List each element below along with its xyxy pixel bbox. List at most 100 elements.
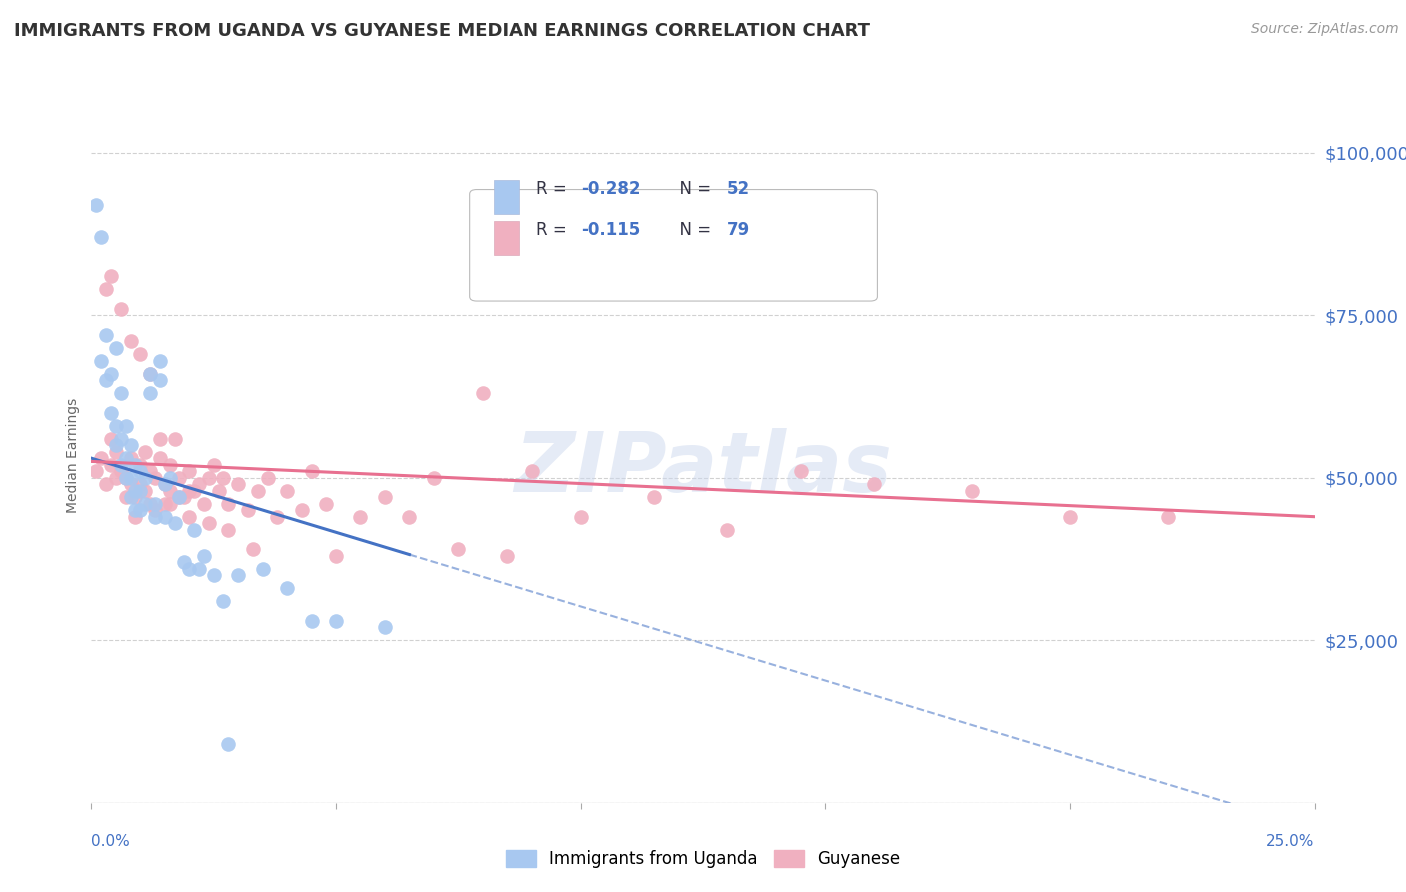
Point: [193, 549, 215, 563]
Text: ZIPatlas: ZIPatlas: [515, 428, 891, 509]
Point: [149, 373, 172, 387]
Legend: Immigrants from Uganda, Guyanese: Immigrants from Uganda, Guyanese: [499, 843, 907, 874]
Point: [120, 471, 142, 485]
Point: [90, 353, 112, 368]
Point: [643, 490, 665, 504]
Point: [471, 386, 494, 401]
Point: [217, 497, 239, 511]
Point: [139, 386, 162, 401]
Point: [325, 614, 347, 628]
Point: [90, 230, 112, 244]
Point: [159, 483, 181, 498]
Point: [100, 406, 122, 420]
Point: [143, 509, 166, 524]
Point: [1059, 509, 1081, 524]
Point: [114, 471, 136, 485]
Point: [129, 483, 152, 498]
Point: [212, 594, 235, 608]
Text: 52: 52: [727, 180, 749, 198]
Point: [266, 509, 288, 524]
Point: [790, 464, 813, 478]
Text: N =: N =: [669, 221, 717, 239]
Point: [129, 503, 152, 517]
Point: [104, 444, 127, 458]
Point: [960, 483, 983, 498]
Point: [149, 451, 172, 466]
Point: [110, 301, 132, 316]
Point: [198, 471, 221, 485]
Point: [447, 542, 470, 557]
Point: [569, 509, 592, 524]
Text: R =: R =: [536, 180, 572, 198]
Point: [84, 197, 107, 211]
Point: [124, 458, 146, 472]
Text: Source: ZipAtlas.com: Source: ZipAtlas.com: [1251, 22, 1399, 37]
Point: [153, 497, 176, 511]
Point: [169, 490, 191, 504]
Point: [104, 471, 127, 485]
Point: [183, 523, 205, 537]
Point: [159, 497, 181, 511]
Point: [188, 477, 211, 491]
Point: [143, 503, 166, 517]
Point: [94, 282, 117, 296]
Point: [134, 483, 156, 498]
Text: 79: 79: [727, 221, 751, 239]
Point: [100, 367, 122, 381]
Point: [374, 620, 396, 634]
Point: [179, 483, 201, 498]
Point: [120, 451, 142, 466]
Point: [139, 464, 162, 478]
Point: [226, 568, 249, 582]
Text: -0.282: -0.282: [581, 180, 640, 198]
Point: [129, 347, 152, 361]
Point: [120, 334, 142, 348]
Point: [212, 471, 235, 485]
Point: [496, 549, 519, 563]
Point: [120, 477, 142, 491]
Point: [149, 432, 172, 446]
Point: [217, 523, 239, 537]
Point: [139, 367, 162, 381]
Point: [188, 562, 211, 576]
Point: [100, 458, 122, 472]
Point: [139, 367, 162, 381]
Point: [193, 497, 215, 511]
Point: [134, 444, 156, 458]
Point: [520, 464, 543, 478]
Point: [1157, 509, 1180, 524]
Point: [129, 464, 152, 478]
Point: [94, 477, 117, 491]
Point: [94, 327, 117, 342]
Point: [207, 483, 229, 498]
Point: [202, 458, 225, 472]
Point: [129, 458, 152, 472]
Point: [301, 464, 323, 478]
Point: [114, 418, 136, 433]
Point: [202, 568, 225, 582]
Point: [179, 562, 201, 576]
Point: [124, 490, 146, 504]
Point: [110, 386, 132, 401]
Point: [104, 341, 127, 355]
Point: [153, 477, 176, 491]
Point: [124, 503, 146, 517]
Point: [110, 432, 132, 446]
Text: IMMIGRANTS FROM UGANDA VS GUYANESE MEDIAN EARNINGS CORRELATION CHART: IMMIGRANTS FROM UGANDA VS GUYANESE MEDIA…: [14, 22, 870, 40]
Point: [325, 549, 347, 563]
Point: [100, 432, 122, 446]
Point: [246, 483, 269, 498]
Point: [276, 483, 298, 498]
Point: [129, 477, 152, 491]
Point: [124, 483, 146, 498]
Point: [242, 542, 264, 557]
Point: [84, 464, 107, 478]
Point: [159, 458, 181, 472]
Point: [236, 503, 259, 517]
Point: [104, 438, 127, 452]
Point: [110, 464, 132, 478]
Point: [163, 432, 186, 446]
Point: [301, 614, 323, 628]
Text: N =: N =: [669, 180, 717, 198]
Point: [120, 490, 142, 504]
